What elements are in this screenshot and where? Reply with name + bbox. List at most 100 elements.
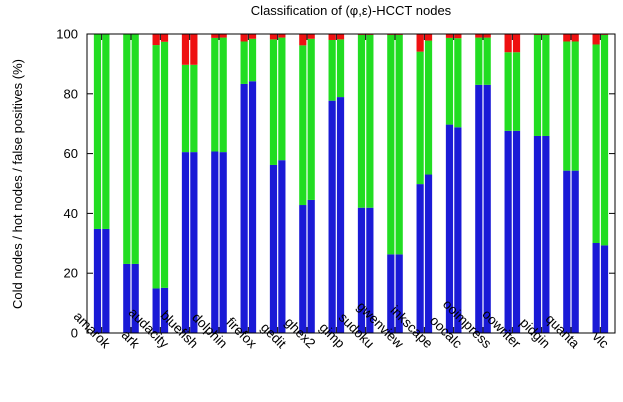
bar-segment-cold-gedit-1 xyxy=(269,164,278,333)
bar-segment-hot-vlc-2 xyxy=(600,34,609,246)
bar-segment-cold-gimp-1 xyxy=(328,100,336,334)
bar-segment-cold-firefox-1 xyxy=(240,83,248,334)
bar-segment-hot-audacity-1 xyxy=(152,45,160,289)
bar-segment-cold-firefox-2 xyxy=(248,81,257,334)
bar-segment-hot-dolphin-1 xyxy=(211,37,219,152)
bar-segment-hot-ooimpress-1 xyxy=(475,37,483,85)
bar-segment-hot-audacity-2 xyxy=(160,41,169,288)
bar-segment-false_positives-firefox-2 xyxy=(248,34,257,39)
bar-segment-false_positives-vlc-1 xyxy=(592,34,600,45)
bar-segment-hot-oowriter-2 xyxy=(512,52,521,131)
bar-segment-hot-ark-1 xyxy=(123,34,131,264)
bar-segment-cold-oowriter-2 xyxy=(512,130,521,333)
y-axis-label: Cold nodes / hot nodes / false positives… xyxy=(10,59,25,309)
bar-segment-hot-gedit-2 xyxy=(278,37,286,161)
bar-segment-hot-pidgin-2 xyxy=(542,34,550,136)
y-tick-label: 40 xyxy=(64,206,78,221)
bar-segment-false_positives-oocalc-2 xyxy=(454,34,462,39)
bar-segment-false_positives-oowriter-1 xyxy=(504,34,512,53)
bar-segment-false_positives-ooimpress-1 xyxy=(475,34,483,38)
bar-segment-false_positives-audacity-2 xyxy=(160,34,169,42)
bar-segment-hot-oowriter-1 xyxy=(504,52,512,131)
bar-segment-hot-ghex2-1 xyxy=(299,45,307,206)
bar-segment-cold-ghex2-2 xyxy=(307,199,315,333)
bar-segment-cold-sudoku-1 xyxy=(357,207,366,333)
bar-segment-false_positives-gedit-2 xyxy=(278,34,286,38)
bar-segment-hot-oocalc-2 xyxy=(454,38,462,128)
bar-segment-cold-gimp-2 xyxy=(336,97,345,333)
bar-segment-hot-bluefish-2 xyxy=(190,64,198,153)
bar-segment-cold-ooimpress-2 xyxy=(483,84,491,333)
bar-segment-hot-ooimpress-2 xyxy=(483,37,491,85)
bar-segment-cold-inkscape-2 xyxy=(424,174,433,333)
bar-segment-cold-amarok-1 xyxy=(93,228,102,333)
bar-segment-hot-firefox-2 xyxy=(248,38,257,82)
bar-segment-false_positives-ghex2-2 xyxy=(307,34,315,39)
bar-segment-cold-bluefish-2 xyxy=(190,152,198,333)
bar-segment-false_positives-bluefish-1 xyxy=(181,34,190,65)
bar-segment-cold-oocalc-2 xyxy=(454,127,462,333)
y-tick-label: 100 xyxy=(56,27,78,42)
bar-segment-hot-quanta-2 xyxy=(571,41,579,171)
bar-segment-false_positives-firefox-1 xyxy=(240,34,248,42)
bar-segment-cold-gwenview-2 xyxy=(395,254,403,333)
bar-segment-cold-dolphin-2 xyxy=(219,152,227,333)
bar-segment-cold-gwenview-1 xyxy=(387,254,395,333)
bar-segment-false_positives-inkscape-2 xyxy=(424,34,433,41)
bar-segment-hot-inkscape-2 xyxy=(424,40,433,175)
bar-segment-cold-audacity-2 xyxy=(160,287,169,333)
y-tick-label: 20 xyxy=(64,266,78,281)
bar-segment-cold-audacity-1 xyxy=(152,288,160,333)
y-tick-label: 0 xyxy=(71,326,78,341)
bar-segment-cold-pidgin-2 xyxy=(542,135,550,333)
chart-title: Classification of (φ,ε)-HCCT nodes xyxy=(251,3,452,18)
bar-segment-hot-ghex2-2 xyxy=(307,38,315,200)
bar-segment-cold-bluefish-1 xyxy=(181,152,190,333)
bar-segment-false_positives-oocalc-1 xyxy=(445,34,454,38)
bar-segment-hot-vlc-1 xyxy=(592,44,600,244)
bar-segment-false_positives-gimp-2 xyxy=(336,34,345,40)
bar-segment-false_positives-ooimpress-2 xyxy=(483,34,491,38)
bar-segment-hot-gedit-1 xyxy=(269,39,278,165)
bar-segment-cold-vlc-1 xyxy=(592,243,600,333)
bar-segment-cold-ark-1 xyxy=(123,263,131,333)
bar-segment-cold-gedit-2 xyxy=(278,160,286,333)
bar-segment-false_positives-dolphin-2 xyxy=(219,34,227,38)
bar-segment-hot-pidgin-1 xyxy=(533,34,542,136)
bar-segment-cold-amarok-2 xyxy=(102,228,110,333)
bar-segment-cold-ghex2-1 xyxy=(299,205,307,333)
bar-segment-false_positives-quanta-1 xyxy=(563,34,571,42)
bar-segment-false_positives-dolphin-1 xyxy=(211,34,219,38)
bar-segment-hot-amarok-1 xyxy=(93,34,102,229)
bar-segment-cold-quanta-2 xyxy=(571,170,579,333)
bar-segment-cold-quanta-1 xyxy=(563,170,571,333)
bar-segment-cold-ark-2 xyxy=(131,263,139,333)
bar-segment-false_positives-inkscape-1 xyxy=(416,34,424,52)
bar-segment-hot-sudoku-1 xyxy=(357,34,366,208)
bar-segment-cold-vlc-2 xyxy=(600,245,609,333)
plot-frame xyxy=(86,33,616,334)
bar-segment-hot-quanta-1 xyxy=(563,41,571,171)
y-tick-label: 60 xyxy=(64,146,78,161)
bar-segment-false_positives-bluefish-2 xyxy=(190,34,198,65)
bar-segment-hot-dolphin-2 xyxy=(219,37,227,153)
bar-segment-false_positives-gedit-1 xyxy=(269,34,278,40)
bar-segment-hot-oocalc-1 xyxy=(445,37,454,125)
bar-segment-false_positives-audacity-1 xyxy=(152,34,160,46)
bar-segment-cold-dolphin-1 xyxy=(211,151,219,333)
bar-segment-cold-oocalc-1 xyxy=(445,124,454,333)
bar-segment-hot-bluefish-1 xyxy=(181,64,190,153)
bar-segment-cold-ooimpress-1 xyxy=(475,84,483,333)
bar-segment-cold-sudoku-2 xyxy=(366,207,374,333)
bar-segment-hot-gwenview-1 xyxy=(387,34,395,255)
bar-segment-hot-gimp-1 xyxy=(328,39,336,101)
bar-segment-false_positives-oowriter-2 xyxy=(512,34,521,53)
bar-segment-cold-oowriter-1 xyxy=(504,130,512,333)
bar-segment-cold-inkscape-1 xyxy=(416,184,424,333)
bars-layer xyxy=(93,34,609,334)
bar-segment-false_positives-gimp-1 xyxy=(328,34,336,40)
bar-segment-hot-ark-2 xyxy=(131,34,139,264)
y-tick-label: 80 xyxy=(64,86,78,101)
bar-segment-hot-gimp-2 xyxy=(336,39,345,98)
